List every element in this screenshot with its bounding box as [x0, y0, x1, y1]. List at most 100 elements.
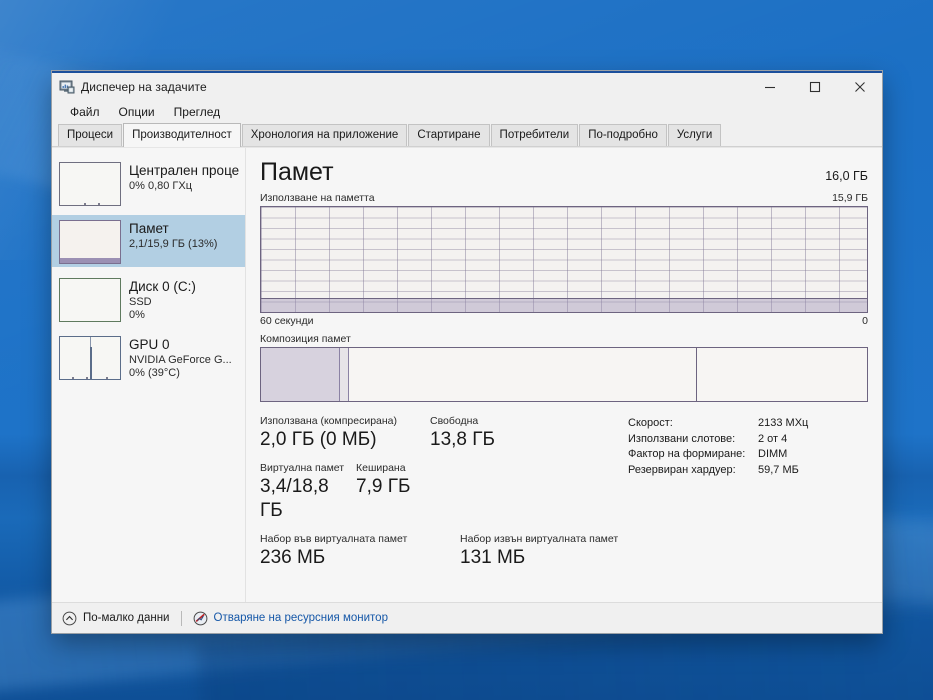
sidebar-item-gpu-text: GPU 0 NVIDIA GeForce G... 0% (39°C) [129, 336, 232, 380]
stat-available: Свободна 13,8 ГБ [430, 414, 550, 452]
stat-paged-pool: Набор във виртуалната памет 236 МБ [260, 532, 460, 570]
stat-used-compressed-label: Използвана (компресирана) [260, 415, 398, 427]
stat-cached-value: 7,9 ГБ [356, 476, 411, 497]
stat-available-value: 13,8 ГБ [430, 429, 496, 450]
stat-group-used-free: Използвана (компресирана) 2,0 ГБ (0 МБ) … [260, 414, 620, 452]
stat-committed-label: Виртуална памет [260, 462, 345, 474]
performance-sidebar: Централен проце 0% 0,80 ГХц Памет 2,1/15… [52, 148, 246, 602]
spec-slots-used-label: Използвани слотове: [628, 432, 736, 445]
tab-users[interactable]: Потребители [490, 124, 579, 146]
sidebar-item-cpu-title: Централен проце [129, 163, 239, 178]
stat-paged-pool-value: 236 МБ [260, 547, 326, 568]
maximize-button[interactable] [792, 73, 837, 101]
stat-committed: Виртуална памет 3,4/18,8 ГБ [260, 461, 356, 523]
graph-caption-row: Използване на паметта 15,9 ГБ [260, 192, 868, 204]
minimize-button[interactable] [747, 73, 792, 101]
spec-form-factor-value: DIMM [758, 448, 788, 460]
spec-row-slots-used: Използвани слотове: 2 от 4 [628, 432, 868, 448]
composition-segment-free [697, 348, 867, 401]
spec-speed-value: 2133 МХц [758, 417, 809, 429]
stat-available-label: Свободна [430, 415, 479, 427]
stat-cached: Кеширана 7,9 ГБ [356, 461, 476, 523]
statusbar-divider [180, 610, 182, 626]
memory-stats: Използвана (компресирана) 2,0 ГБ (0 МБ) … [260, 414, 868, 579]
open-resource-monitor-label: Отваряне на ресурсния монитор [213, 612, 388, 624]
memory-stats-left: Използвана (компресирана) 2,0 ГБ (0 МБ) … [260, 414, 620, 579]
stat-committed-value: 3,4/18,8 ГБ [260, 476, 329, 521]
memory-composition-caption: Композиция памет [260, 333, 351, 345]
spec-row-hardware-reserved: Резервиран хардуер: 59,7 МБ [628, 463, 868, 479]
menu-item-file[interactable]: Файл [70, 105, 100, 119]
graph-usage-area [261, 298, 867, 312]
close-button[interactable] [837, 73, 882, 101]
resource-monitor-icon [193, 611, 208, 626]
window-title: Диспечер на задачите [81, 80, 207, 94]
graph-x-left-label: 60 секунди [260, 315, 314, 327]
composition-segment-modified [339, 348, 350, 401]
graph-x-right-label: 0 [862, 315, 868, 327]
window-body: Централен проце 0% 0,80 ГХц Памет 2,1/15… [52, 147, 882, 602]
sidebar-item-disk-sub1: SSD [129, 296, 152, 308]
window-titlebar[interactable]: Диспечер на задачите [52, 71, 882, 101]
memory-usage-graph [260, 206, 868, 313]
stat-nonpaged-pool: Набор извън виртуалната памет 131 МБ [460, 532, 618, 570]
fewer-details-label: По-малко данни [83, 612, 170, 624]
sidebar-item-gpu-title: GPU 0 [129, 337, 170, 352]
memory-total-label: 16,0 ГБ [825, 169, 868, 183]
sidebar-item-cpu-sub: 0% 0,80 ГХц [129, 180, 193, 192]
tab-processes[interactable]: Процеси [58, 124, 123, 146]
spec-hardware-reserved-value: 59,7 МБ [758, 463, 799, 476]
page-title: Памет [260, 158, 334, 186]
memory-header: Памет 16,0 ГБ [260, 158, 868, 186]
stat-nonpaged-pool-label: Набор извън виртуалната памет [460, 533, 619, 545]
spec-speed-label: Скорост: [628, 417, 673, 429]
graph-gridlines [261, 207, 867, 312]
stat-used-compressed: Използвана (компресирана) 2,0 ГБ (0 МБ) [260, 414, 430, 452]
menu-item-view[interactable]: Преглед [173, 105, 221, 119]
tab-startup[interactable]: Стартиране [408, 124, 490, 146]
sidebar-item-memory[interactable]: Памет 2,1/15,9 ГБ (13%) [52, 215, 245, 267]
graph-axis-row: 60 секунди 0 [260, 315, 868, 327]
task-manager-window: Диспечер на задачите Файл Опции Преглед … [52, 71, 882, 633]
sidebar-item-disk-title: Диск 0 (C:) [129, 279, 196, 294]
window-statusbar: По-малко данни Отваряне на ресурсния мон… [52, 602, 882, 633]
sidebar-item-memory-text: Памет 2,1/15,9 ГБ (13%) [129, 220, 217, 251]
sidebar-item-cpu[interactable]: Централен проце 0% 0,80 ГХц [52, 157, 245, 209]
disk-mini-graph [59, 278, 121, 322]
fewer-details-button[interactable]: По-малко данни [62, 611, 170, 626]
spec-row-form-factor: Фактор на формиране: DIMM [628, 447, 868, 463]
memory-detail-pane: Памет 16,0 ГБ Използване на паметта 15,9… [246, 148, 882, 602]
memory-mini-graph [59, 220, 121, 264]
memory-composition-bar[interactable] [260, 347, 868, 402]
graph-y-max-label: 15,9 ГБ [832, 192, 868, 204]
sidebar-item-cpu-text: Централен проце 0% 0,80 ГХц [129, 162, 239, 193]
sidebar-item-memory-title: Памет [129, 221, 169, 236]
spec-form-factor-label: Фактор на формиране: [628, 448, 746, 460]
menu-item-options[interactable]: Опции [118, 105, 155, 119]
tab-services[interactable]: Услуги [667, 124, 722, 146]
tab-app-history[interactable]: Хронология на приложение [241, 124, 408, 146]
window-controls [747, 73, 882, 101]
sidebar-item-gpu[interactable]: GPU 0 NVIDIA GeForce G... 0% (39°C) [52, 331, 245, 383]
stat-cached-label: Кеширана [356, 462, 406, 474]
sidebar-item-gpu-sub1: NVIDIA GeForce G... [129, 354, 232, 366]
composition-segment-standby [349, 348, 698, 401]
spec-slots-used-value: 2 от 4 [758, 432, 788, 445]
sidebar-item-memory-sub: 2,1/15,9 ГБ (13%) [129, 238, 218, 250]
task-manager-icon [59, 79, 75, 95]
sidebar-item-disk-text: Диск 0 (C:) SSD 0% [129, 278, 196, 322]
memory-specs: Скорост: 2133 МХц Използвани слотове: 2 … [620, 414, 868, 579]
gpu-mini-graph [59, 336, 121, 380]
tabstrip: Процеси Производителност Хронология на п… [52, 123, 882, 147]
stat-paged-pool-label: Набор във виртуалната памет [260, 533, 408, 545]
open-resource-monitor-link[interactable]: Отваряне на ресурсния монитор [193, 611, 388, 626]
tab-performance[interactable]: Производителност [123, 123, 241, 147]
stat-group-pools: Набор във виртуалната памет 236 МБ Набор… [260, 532, 620, 570]
sidebar-item-gpu-sub2: 0% (39°C) [129, 367, 180, 379]
tab-details[interactable]: По-подробно [579, 124, 667, 146]
sidebar-item-disk[interactable]: Диск 0 (C:) SSD 0% [52, 273, 245, 325]
stat-used-compressed-value: 2,0 ГБ (0 МБ) [260, 429, 377, 450]
memory-usage-caption: Използване на паметта [260, 192, 375, 204]
menubar: Файл Опции Преглед [52, 101, 882, 123]
